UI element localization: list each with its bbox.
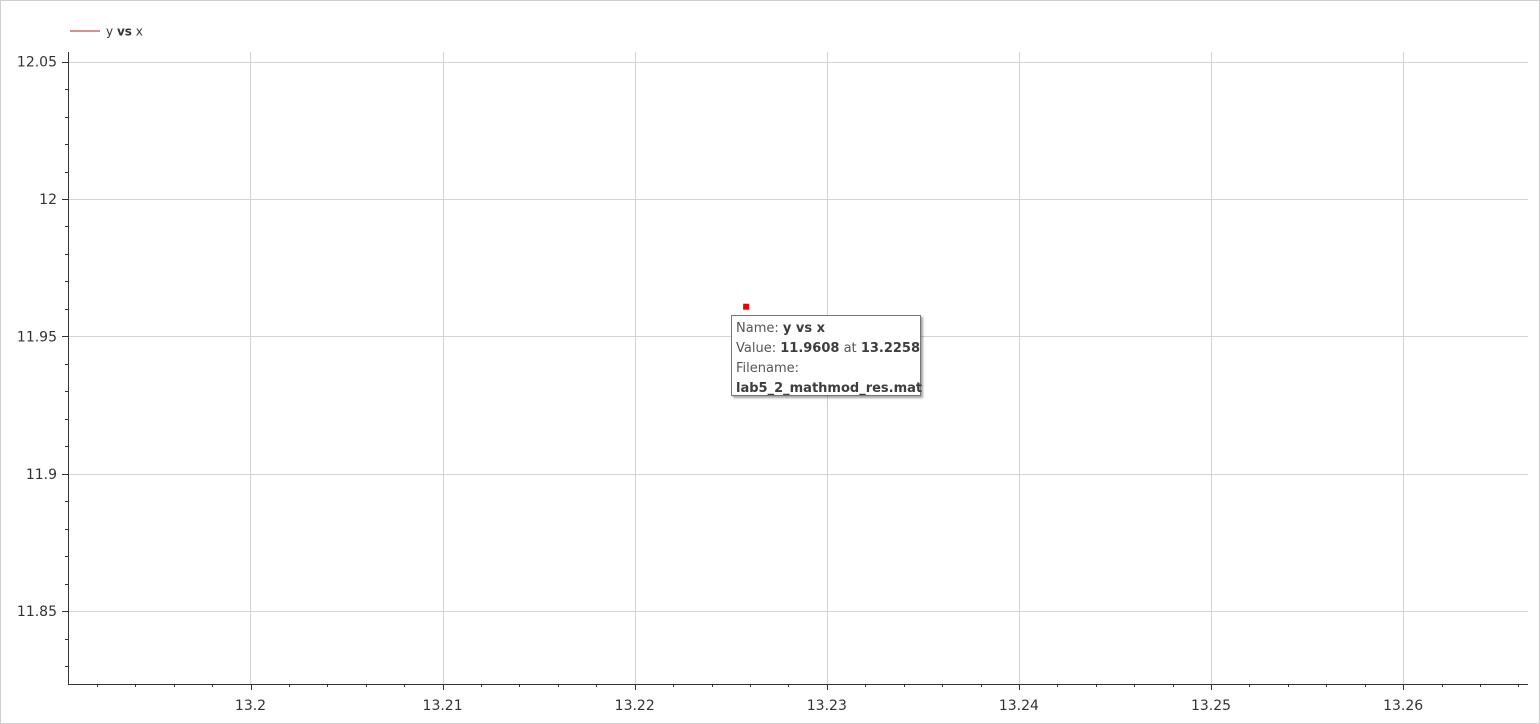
x-tick-label-1: 13.21	[423, 698, 463, 714]
x-tick-label-5: 13.25	[1191, 698, 1231, 714]
x-tick-label-4: 13.24	[999, 698, 1039, 714]
tooltip-name-label: Name:	[736, 321, 779, 336]
tooltip-name-row: Name: y vs x	[736, 319, 916, 339]
tooltip-value-x: 13.2258	[860, 341, 921, 356]
x-axis-ticks: 13.2 13.21 13.22 13.23 13.24 13.25 13.26	[97, 684, 1519, 714]
y-tick-label-1: 11.9	[26, 467, 57, 483]
data-point-0-0	[743, 303, 750, 310]
tooltip-value-label: Value:	[736, 341, 777, 356]
tooltip-value-y: 11.9608	[780, 341, 840, 356]
data-points	[743, 303, 750, 310]
tooltip-filename-row: Filename:	[736, 359, 916, 379]
x-tick-label-0: 13.2	[235, 698, 266, 714]
tooltip-filename-value-row: lab5_2_mathmod_res.mat	[736, 379, 922, 399]
tooltip-value-row: Value: 11.9608 at 13.2258	[736, 339, 920, 359]
tooltip-name-value: y vs x	[782, 321, 825, 336]
tooltip-filename-label: Filename:	[736, 361, 800, 376]
x-tick-label-6: 13.26	[1383, 698, 1423, 714]
legend-label-y-vs-x: y vs x	[106, 25, 143, 39]
tooltip-value-at: at	[843, 341, 857, 356]
y-tick-label-0: 11.85	[17, 604, 57, 620]
y-tick-label-2: 11.95	[17, 329, 57, 345]
x-tick-label-2: 13.22	[615, 698, 655, 714]
grid-lines	[68, 52, 1528, 684]
y-tick-label-3: 12	[39, 192, 57, 208]
y-axis-ticks: 11.85 11.9 11.95 12 12.05	[17, 55, 68, 667]
legend: y vs x	[70, 25, 143, 39]
tooltip-filename-value: lab5_2_mathmod_res.mat	[736, 381, 923, 396]
axes	[68, 52, 1528, 685]
data-point-tooltip: Name: y vs x Value: 11.9608 at 13.2258 F…	[731, 315, 922, 399]
y-tick-label-4: 12.05	[17, 55, 57, 71]
x-tick-label-3: 13.23	[807, 698, 847, 714]
